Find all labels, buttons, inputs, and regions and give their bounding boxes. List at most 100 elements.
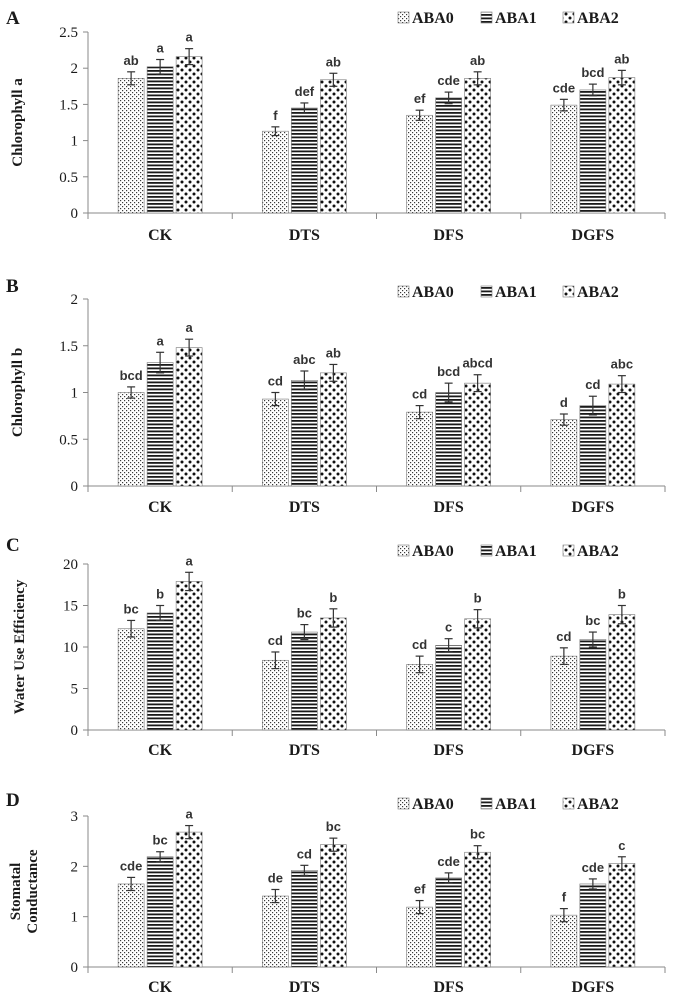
significance-label: abcd (462, 356, 492, 371)
legend-label-aba2: ABA2 (577, 796, 619, 813)
bar-aba2-dfs (464, 851, 491, 968)
bar-aba0-dts (262, 130, 289, 214)
significance-label: cd (556, 629, 571, 644)
bar-aba1-dfs (435, 97, 462, 214)
category-label: CK (148, 742, 173, 759)
significance-label: bc (124, 601, 139, 616)
bar-aba0-dts (262, 659, 289, 731)
category-label: DTS (289, 499, 320, 516)
bar-aba1-ck (146, 612, 174, 731)
significance-label: ab (470, 53, 485, 68)
bar-aba1-dgfs (579, 883, 607, 968)
legend-swatch-aba1 (480, 797, 493, 810)
significance-label: cde (582, 860, 604, 875)
bar-aba2-dfs (464, 382, 491, 487)
y-axis-label: Water Use Efficiency (12, 579, 28, 714)
bar-aba0-dfs (406, 411, 433, 487)
bar-aba2-dgfs (608, 863, 636, 968)
panel-letter: D (6, 790, 20, 811)
significance-label: bc (585, 613, 600, 628)
category-label: CK (148, 499, 173, 516)
significance-label: f (273, 108, 278, 123)
category-label: DGFS (572, 979, 615, 995)
category-label: CK (148, 227, 173, 244)
bar-aba1-dfs (435, 392, 462, 487)
category-label: DTS (289, 742, 320, 759)
significance-label: ab (326, 54, 341, 69)
bar-aba1-ck (146, 362, 174, 487)
legend-label-aba1: ABA1 (495, 543, 537, 560)
category-label: DFS (434, 742, 464, 759)
significance-label: bc (470, 827, 485, 842)
significance-label: b (618, 587, 626, 602)
y-tick-label: 0.5 (59, 170, 78, 186)
significance-label: cde (437, 854, 459, 869)
bar-aba1-ck (146, 66, 174, 214)
significance-label: a (186, 807, 194, 822)
legend-label-aba1: ABA1 (495, 796, 537, 813)
bar-aba0-dfs (406, 664, 433, 731)
bar-aba1-dts (291, 631, 318, 731)
significance-label: cd (268, 633, 283, 648)
significance-label: c (445, 620, 452, 635)
y-tick-label: 15 (63, 599, 78, 615)
bar-aba1-dgfs (579, 89, 607, 214)
category-label: DFS (434, 979, 464, 995)
significance-label: c (618, 838, 625, 853)
significance-label: d (560, 395, 568, 410)
legend-swatch-aba2 (562, 544, 575, 557)
y-tick-label: 3 (71, 809, 79, 825)
significance-label: f (562, 890, 567, 905)
bar-aba0-ck (117, 78, 145, 214)
legend-swatch-aba1 (480, 285, 493, 298)
panel-letter: B (6, 276, 19, 297)
legend-label-aba0: ABA0 (412, 543, 454, 560)
bar-aba0-dgfs (550, 104, 578, 214)
bar-aba2-ck (175, 347, 203, 487)
y-tick-label: 10 (63, 640, 78, 656)
bar-aba0-dts (262, 895, 289, 968)
significance-label: a (157, 333, 165, 348)
bar-aba0-dfs (406, 906, 433, 968)
legend-swatch-aba2 (562, 797, 575, 810)
y-tick-label: 5 (71, 682, 79, 698)
bar-aba0-ck (117, 628, 145, 731)
y-tick-label: 0.5 (59, 432, 78, 448)
category-label: DFS (434, 227, 464, 244)
significance-label: def (295, 84, 315, 99)
bar-aba1-dts (291, 107, 318, 214)
legend-label-aba0: ABA0 (412, 796, 454, 813)
significance-label: cd (268, 374, 283, 389)
panel-letter: A (6, 8, 20, 29)
legend-swatch-aba2 (562, 285, 575, 298)
significance-label: ab (614, 51, 629, 66)
legend-swatch-aba1 (480, 544, 493, 557)
y-tick-label: 0 (71, 206, 79, 222)
y-axis-label: StomatalConductance (8, 849, 41, 934)
bar-aba2-dts (320, 617, 347, 731)
category-label: DGFS (572, 227, 615, 244)
significance-label: cde (120, 858, 142, 873)
y-tick-label: 2 (71, 859, 79, 875)
category-label: DFS (434, 499, 464, 516)
legend-swatch-aba0 (397, 285, 410, 298)
significance-label: bcd (581, 65, 604, 80)
bar-aba2-dfs (464, 618, 491, 731)
significance-label: a (186, 30, 194, 45)
bar-aba2-dts (320, 844, 347, 968)
y-tick-label: 20 (63, 557, 78, 573)
significance-label: b (474, 591, 482, 606)
y-tick-label: 1 (71, 910, 79, 926)
y-tick-label: 2 (71, 61, 79, 77)
significance-label: ef (414, 91, 426, 106)
significance-label: a (157, 41, 165, 56)
bar-aba0-dgfs (550, 914, 578, 968)
bar-aba0-ck (117, 883, 145, 968)
y-tick-label: 0 (71, 723, 79, 739)
y-tick-label: 2.5 (59, 25, 78, 41)
y-tick-label: 0 (71, 479, 79, 495)
legend-swatch-aba0 (397, 11, 410, 24)
